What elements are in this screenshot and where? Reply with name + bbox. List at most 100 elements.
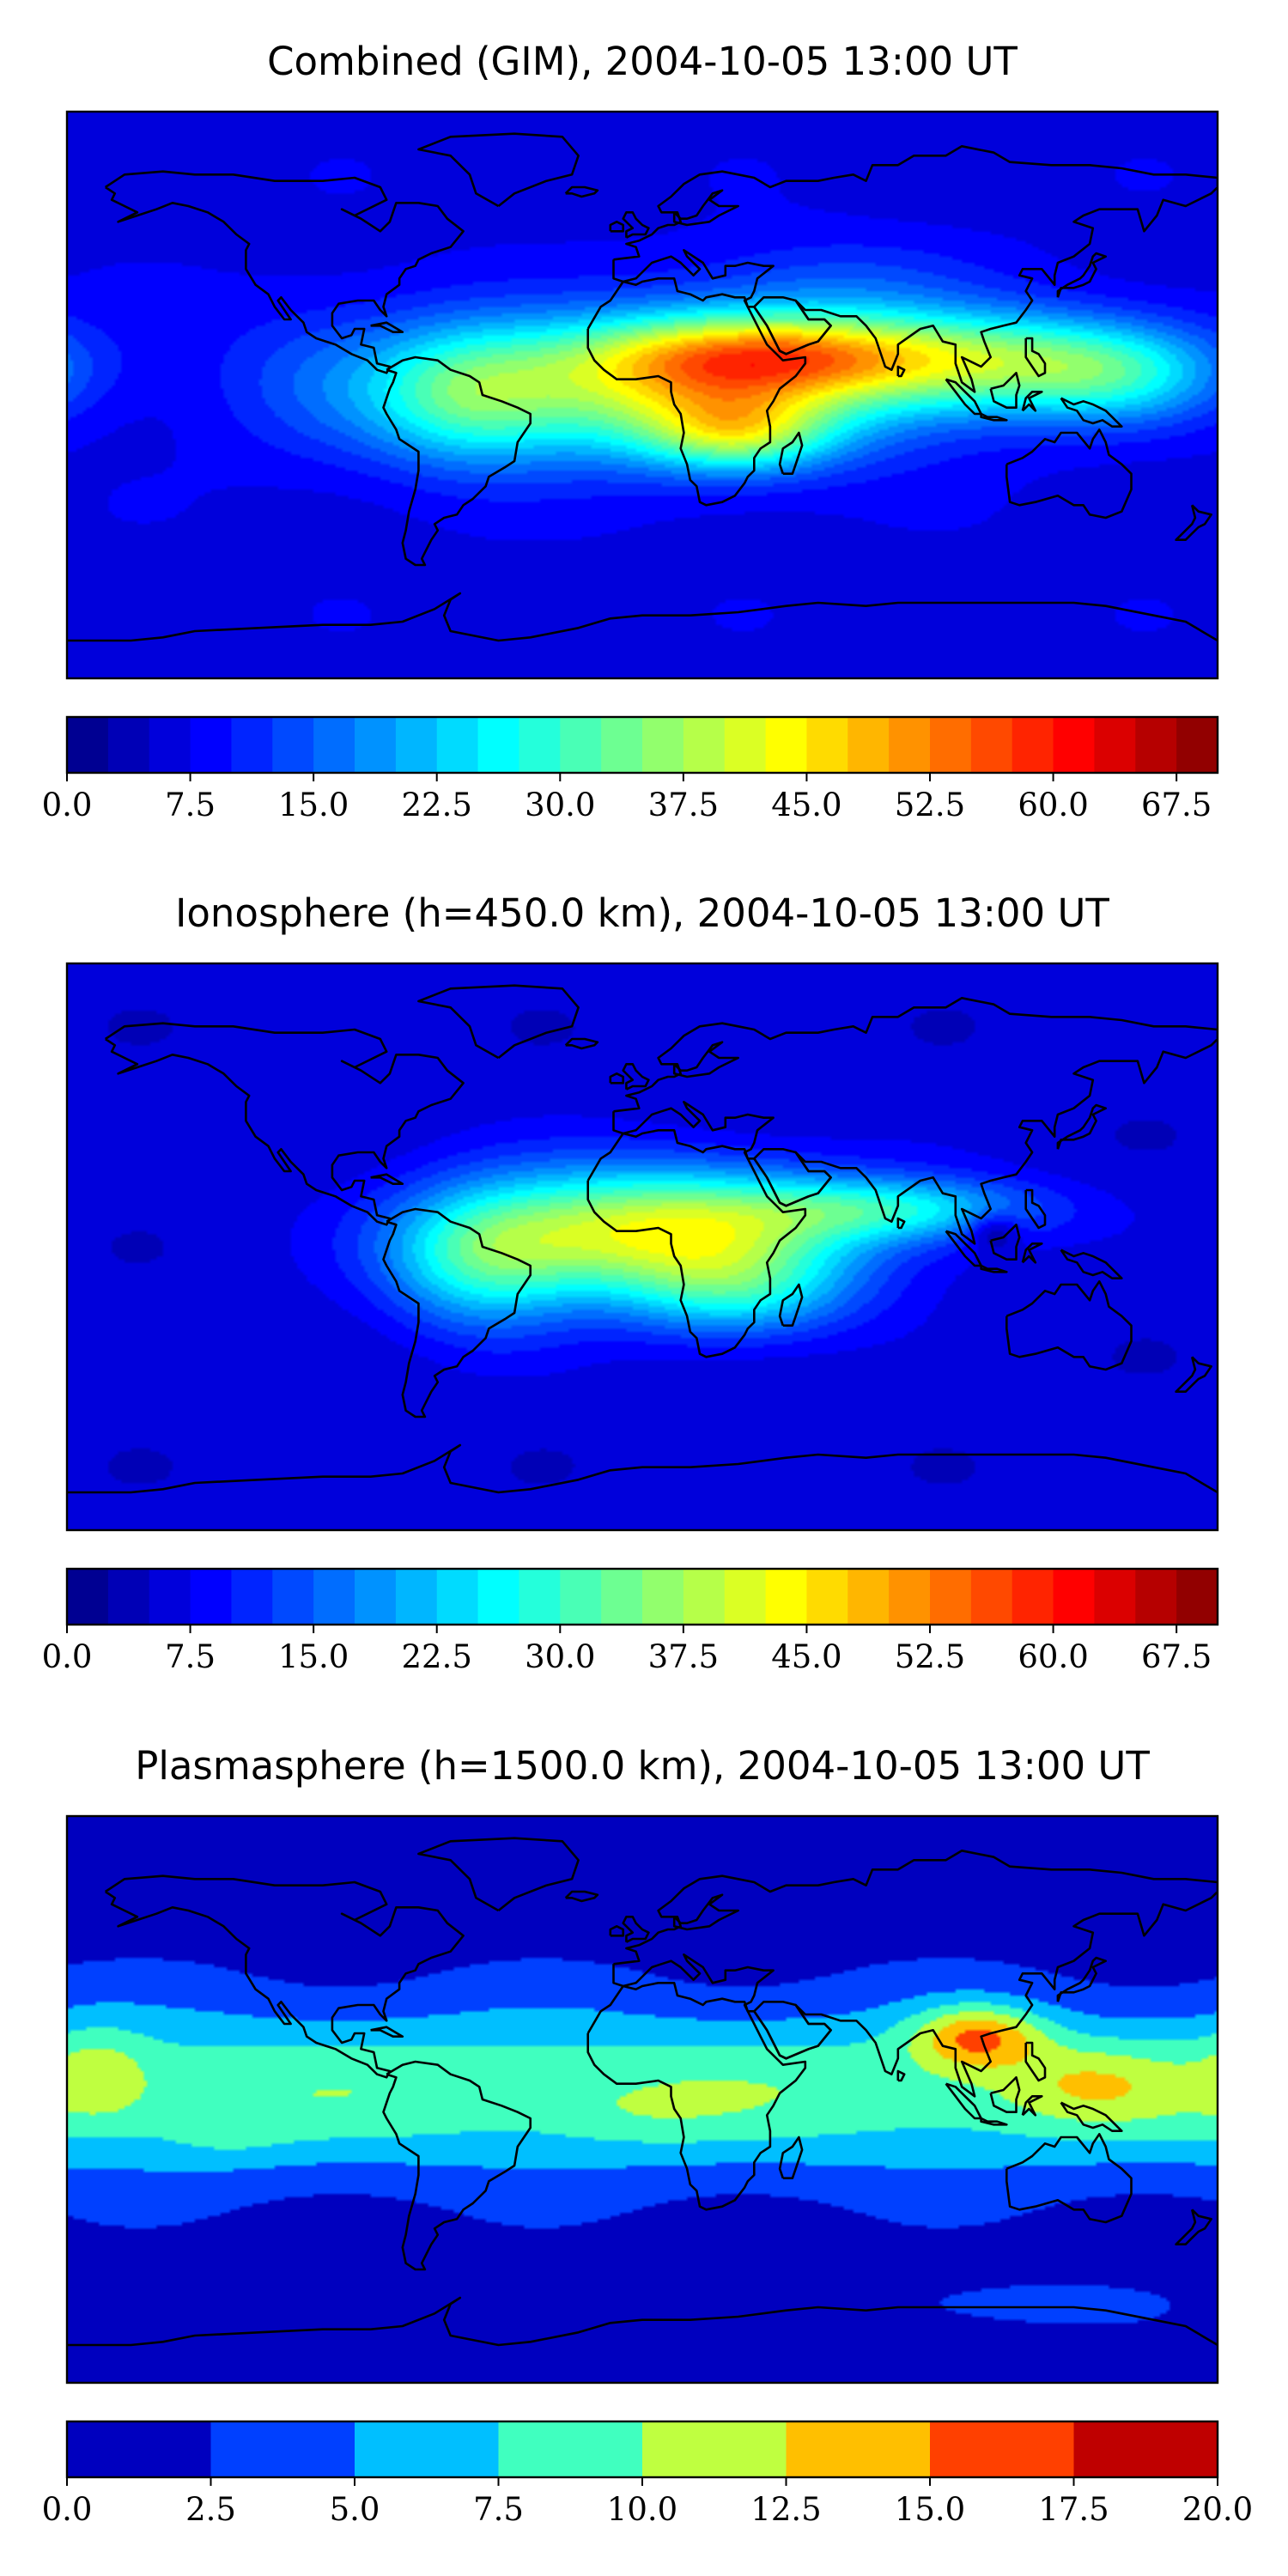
coastline-uk <box>622 1916 650 1943</box>
coastline-south-america <box>382 355 532 567</box>
colorbar-swatch <box>889 1569 931 1625</box>
colorbar-swatch <box>601 1569 643 1625</box>
colorbar-tick-label: 2.5 <box>185 2491 236 2528</box>
colorbar-frame <box>65 1567 1219 1626</box>
coastline-new-zealand <box>1175 504 1212 542</box>
coastline-sulawesi <box>1021 1242 1043 1264</box>
colorbar-swatch <box>498 2421 643 2477</box>
colorbar-tick-label: 52.5 <box>895 1638 965 1675</box>
coastline-eurasia <box>612 1850 1218 2098</box>
coastline-north-america <box>104 1022 465 1226</box>
map-title: Combined (GIM), 2004-10-05 13:00 UT <box>267 39 1018 84</box>
colorbar-swatch <box>1135 1569 1177 1625</box>
colorbar-tick-label: 0.0 <box>42 787 93 823</box>
colorbar-swatch <box>930 2421 1075 2477</box>
coastline-arabia <box>753 1148 832 1207</box>
coastline-philippines <box>1024 1188 1047 1230</box>
colorbar-3: 0.0 2.5 5.0 7.5 10.0 12.5 15.0 17.5 20.0 <box>42 2420 1253 2528</box>
coastline-java <box>980 1264 1008 1273</box>
coastline-borneo <box>989 1224 1021 1261</box>
colorbar-tick-label: 67.5 <box>1141 787 1212 823</box>
coastline-north-america <box>104 1874 465 2079</box>
coastline-antarctica <box>67 1443 1218 1494</box>
colorbar-swatch <box>355 1569 397 1625</box>
coastline-greenland <box>417 1837 580 1912</box>
coastline-arabia <box>753 295 832 355</box>
map-panel-2: Ionosphere (h=450.0 km), 2004-10-05 13:0… <box>65 890 1219 1532</box>
coastline-cuba <box>370 2026 404 2038</box>
coastline-scandinavia-gap <box>672 189 740 227</box>
colorbar-swatch <box>231 717 273 773</box>
coastline-new-guinea <box>1060 2101 1123 2132</box>
coastline-borneo <box>989 371 1021 410</box>
colorbar-swatch <box>1135 717 1177 773</box>
colorbar-frame <box>65 715 1219 775</box>
colorbar-swatch <box>1073 2421 1218 2477</box>
colorbar-swatch <box>355 2421 500 2477</box>
coastline-iceland <box>564 1890 599 1903</box>
coastline-new-guinea <box>1060 397 1123 428</box>
map-field <box>67 112 1218 678</box>
coastline-sri-lanka <box>896 365 906 378</box>
colorbar-1: 0.0 7.5 15.0 22.5 30.0 37.5 45.0 52.5 60.0 67.5 <box>42 715 1219 823</box>
coastline-scandinavia-gap <box>672 1893 740 1931</box>
colorbar-swatch <box>1176 1569 1218 1625</box>
map-field <box>67 963 1218 1530</box>
map-panel-3: Plasmasphere (h=1500.0 km), 2004-10-05 1… <box>65 1743 1219 2385</box>
colorbar-tick-label: 17.5 <box>1038 2491 1109 2528</box>
colorbar-swatch <box>724 1569 767 1625</box>
colorbar-tick-label: 22.5 <box>402 1638 472 1675</box>
colorbar-swatch <box>806 717 848 773</box>
colorbar-swatch <box>436 1569 479 1625</box>
colorbar-tick-label: 60.0 <box>1018 1638 1088 1675</box>
coastline-sri-lanka <box>896 1217 906 1230</box>
colorbar-swatch <box>313 1569 355 1625</box>
colorbar-swatch <box>642 717 684 773</box>
coastline-borneo <box>989 2076 1021 2113</box>
colorbar-swatch <box>272 717 314 773</box>
colorbar-2: 0.0 7.5 15.0 22.5 30.0 37.5 45.0 52.5 60.0 67.5 <box>42 1567 1219 1675</box>
coastlines <box>67 132 1218 642</box>
colorbar-swatch <box>970 1569 1013 1625</box>
coastline-australia <box>1005 2133 1133 2224</box>
colorbar-swatch <box>560 717 602 773</box>
map-panel-1: Combined (GIM), 2004-10-05 13:00 UT <box>65 39 1219 680</box>
colorbar-tick-label: 37.5 <box>648 1638 719 1675</box>
colorbar-swatch <box>477 1569 520 1625</box>
colorbar-tick-label: 45.0 <box>771 787 841 823</box>
coastline-uk <box>622 211 650 239</box>
coastline-japan <box>1056 1956 1107 2002</box>
colorbar-swatch <box>1012 717 1054 773</box>
colorbar-swatch <box>642 2421 787 2477</box>
colorbar-swatch <box>642 1569 684 1625</box>
colorbar-swatch <box>313 717 355 773</box>
colorbar-tick-label: 0.0 <box>42 2491 93 2528</box>
coastlines <box>67 984 1218 1494</box>
coastline-sulawesi <box>1021 2095 1043 2117</box>
colorbar-swatch <box>724 717 767 773</box>
colorbar-swatch <box>970 717 1013 773</box>
colorbar-swatch <box>1053 717 1096 773</box>
coastline-greenland <box>417 132 580 208</box>
colorbar-tick-label: 5.0 <box>330 2491 380 2528</box>
colorbar-swatch <box>519 717 561 773</box>
colorbar-swatch <box>765 717 808 773</box>
colorbar-swatch <box>765 1569 808 1625</box>
map-frame <box>65 1814 1219 2385</box>
coastline-new-zealand <box>1175 1356 1212 1393</box>
coastlines <box>67 1837 1218 2347</box>
colorbar-swatch <box>1012 1569 1054 1625</box>
coastline-ireland <box>609 1072 625 1084</box>
colorbar-swatch <box>1053 1569 1096 1625</box>
coastline-java <box>980 2117 1008 2126</box>
coastline-eurasia <box>612 145 1218 393</box>
colorbar-tick-label: 10.0 <box>607 2491 677 2528</box>
colorbar-swatch <box>786 2421 931 2477</box>
colorbar-swatch <box>848 717 890 773</box>
colorbar-swatch <box>889 717 931 773</box>
colorbar-swatch <box>806 1569 848 1625</box>
colorbar-tick-label: 12.5 <box>750 2491 821 2528</box>
colorbar-swatch <box>395 717 438 773</box>
coastline-madagascar <box>778 1283 804 1327</box>
